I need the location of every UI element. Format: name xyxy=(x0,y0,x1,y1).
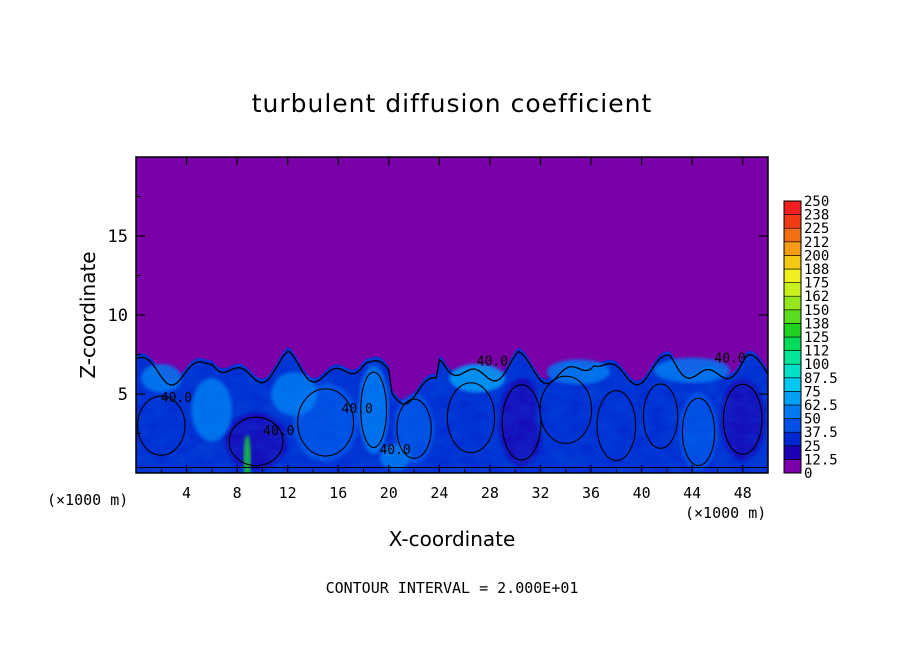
y-axis-label: Z-coordinate xyxy=(76,251,100,378)
colorbar-swatch xyxy=(783,404,802,419)
contour-line xyxy=(501,384,542,461)
colorbar-swatch xyxy=(783,418,802,433)
contour-line xyxy=(360,371,388,448)
colorbar-swatch xyxy=(783,363,802,379)
colorbar-label: 50 xyxy=(804,412,821,428)
y-tick-label: 5 xyxy=(118,385,128,405)
contour-line xyxy=(681,397,716,467)
contour-label: 40.0 xyxy=(161,391,192,406)
contour-line xyxy=(722,383,763,455)
contour-line xyxy=(596,390,637,462)
colorbar-label: 25 xyxy=(804,439,821,455)
x-unit-right: (×1000 m) xyxy=(685,504,766,522)
y-tick-label: 10 xyxy=(108,306,128,326)
plot-area: 40.0 40.0 40.0 40.0 40.0 40.0 xyxy=(136,157,768,473)
colorbar-swatch xyxy=(783,431,802,447)
colorbar: 012.52537.55062.57587.510011212513815016… xyxy=(783,194,838,482)
y-axis-ticks: 5 10 15 xyxy=(108,196,768,434)
colorbar-swatch xyxy=(783,309,802,324)
colorbar-swatch xyxy=(783,227,802,243)
colorbar-label: 0 xyxy=(804,466,812,482)
contour-line xyxy=(539,375,593,444)
contour-line xyxy=(136,350,768,405)
x-tick-label: 24 xyxy=(430,484,448,502)
colorbar-label: 225 xyxy=(804,221,829,237)
x-tick-label: 4 xyxy=(182,484,191,502)
field-layer: 40.0 40.0 40.0 40.0 40.0 40.0 xyxy=(136,347,768,473)
colorbar-label: 100 xyxy=(804,357,829,373)
colorbar-frame xyxy=(783,200,802,474)
x-tick-label: 44 xyxy=(683,484,701,502)
colorbar-label: 87.5 xyxy=(804,371,838,387)
chart-title: turbulent diffusion coefficient xyxy=(252,89,653,118)
x-tick-label: 8 xyxy=(233,484,242,502)
x-axis-ticks: 4 8 12 16 20 24 28 32 36 40 44 48 xyxy=(160,157,752,502)
colorbar-label: 150 xyxy=(804,303,829,319)
colorbar-label: 175 xyxy=(804,276,829,292)
contour-label: 40.0 xyxy=(342,402,373,417)
colorbar-label: 125 xyxy=(804,330,829,346)
colorbar-label: 238 xyxy=(804,208,829,224)
x-tick-label: 40 xyxy=(633,484,651,502)
colorbar-label: 112 xyxy=(804,344,829,360)
colorbar-label: 250 xyxy=(804,194,829,210)
colorbar-label: 200 xyxy=(804,248,829,264)
x-tick-label: 20 xyxy=(380,484,398,502)
contour-line xyxy=(396,398,432,459)
x-tick-label: 12 xyxy=(279,484,297,502)
colorbar-label: 12.5 xyxy=(804,452,838,468)
colorbar-swatch xyxy=(783,445,802,460)
colorbar-swatch xyxy=(783,377,802,392)
contour-label: 40.0 xyxy=(477,355,508,370)
x-axis-label: X-coordinate xyxy=(389,527,516,551)
contour-line xyxy=(642,383,679,449)
colorbar-swatch xyxy=(783,200,802,215)
colorbar-swatch xyxy=(783,323,802,338)
colorbar-swatch xyxy=(783,295,802,311)
colorbar-swatch xyxy=(783,459,802,474)
y-tick-label: 15 xyxy=(108,227,128,247)
colorbar-swatch xyxy=(783,336,802,351)
x-tick-label: 32 xyxy=(531,484,549,502)
contour-line xyxy=(446,382,496,454)
x-unit-left: (×1000 m) xyxy=(47,491,128,509)
colorbar-swatch xyxy=(783,268,802,283)
colorbar-label: 138 xyxy=(804,316,829,332)
colorbar-swatch xyxy=(783,391,802,406)
colorbar-swatch xyxy=(783,282,802,297)
contour-line xyxy=(137,395,186,456)
colorbar-swatch xyxy=(783,214,802,229)
colorbar-swatch xyxy=(783,350,802,365)
colorbar-label: 188 xyxy=(804,262,829,278)
contour-label: 40.0 xyxy=(714,351,745,366)
colorbar-label: 162 xyxy=(804,289,829,305)
x-tick-label: 16 xyxy=(329,484,347,502)
colorbar-label: 75 xyxy=(804,384,821,400)
contour-label: 40.0 xyxy=(379,443,410,458)
contour-label: 40.0 xyxy=(263,424,294,439)
x-tick-label: 28 xyxy=(481,484,499,502)
x-tick-label: 36 xyxy=(582,484,600,502)
colorbar-swatch xyxy=(783,255,802,270)
colorbar-swatch xyxy=(783,241,802,256)
contour-line xyxy=(228,416,284,467)
x-tick-label: 48 xyxy=(734,484,752,502)
colorbar-label: 62.5 xyxy=(804,398,838,414)
field-texture xyxy=(136,347,768,473)
contour-interval-text: CONTOUR INTERVAL = 2.000E+01 xyxy=(326,579,579,597)
colorbar-label: 37.5 xyxy=(804,425,838,441)
contour-line xyxy=(297,388,355,457)
colorbar-label: 212 xyxy=(804,235,829,251)
